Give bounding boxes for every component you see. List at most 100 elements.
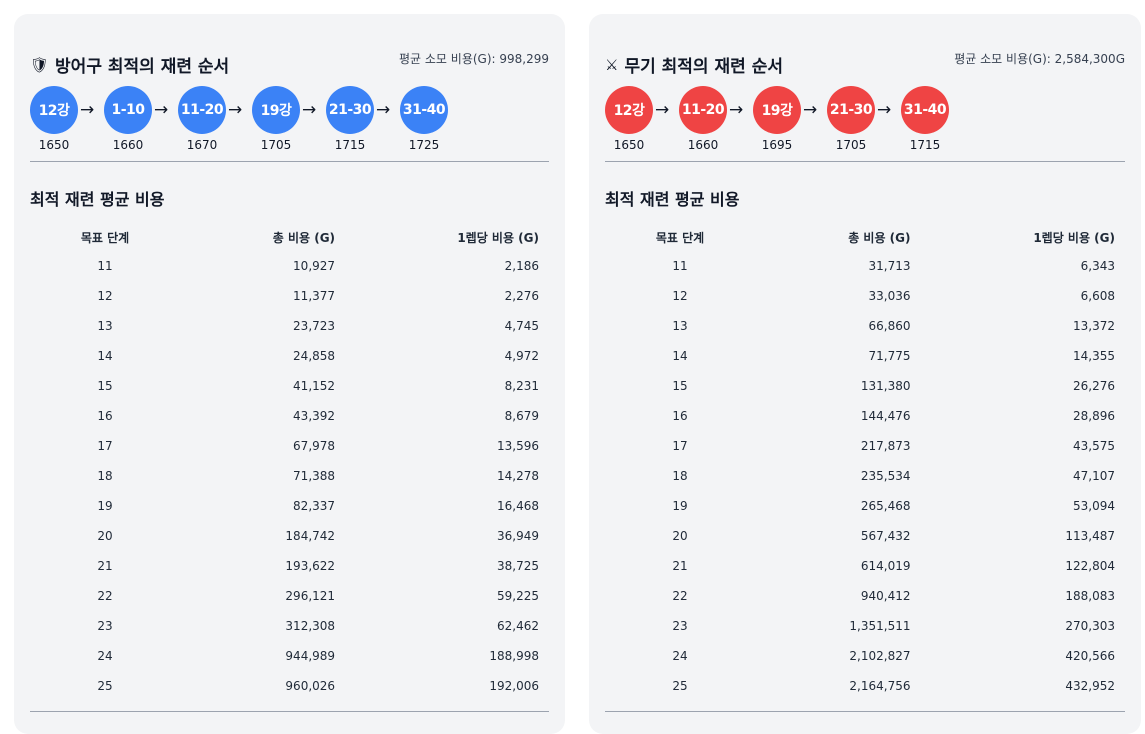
cell-per-level: 59,225 bbox=[497, 589, 539, 603]
cell-total: 144,476 bbox=[860, 409, 911, 423]
cell-per-level: 16,468 bbox=[497, 499, 539, 513]
cell-target: 12 bbox=[97, 289, 113, 303]
table-row: 20 567,432 113,487 bbox=[605, 521, 1125, 551]
cell-per-level: 8,679 bbox=[504, 409, 539, 423]
sequence-step: 12강 1650 bbox=[30, 86, 78, 152]
weapon-title-text: 무기 최적의 재련 순서 bbox=[624, 57, 783, 77]
step-level: 1650 bbox=[38, 138, 70, 152]
cell-total: 235,534 bbox=[860, 469, 911, 483]
cell-target: 16 bbox=[672, 409, 688, 423]
weapon-table-title: 최적 재련 평균 비용 bbox=[605, 190, 740, 209]
cell-total: 614,019 bbox=[860, 559, 911, 573]
armor-panel: 🛡︎ 방어구 최적의 재련 순서 평균 소모 비용(G): 998,299 12… bbox=[14, 14, 565, 734]
divider bbox=[30, 711, 549, 712]
table-header-row: 목표 단계 총 비용 (G) 1렙당 비용 (G) bbox=[30, 228, 549, 249]
cell-target: 23 bbox=[672, 619, 688, 633]
table-row: 12 11,377 2,276 bbox=[30, 281, 549, 311]
cell-target: 17 bbox=[672, 439, 688, 453]
cell-total: 960,026 bbox=[285, 679, 336, 693]
step-badge: 19강 bbox=[753, 86, 801, 134]
cell-target: 20 bbox=[97, 529, 113, 543]
cell-target: 23 bbox=[97, 619, 113, 633]
table-row: 17 67,978 13,596 bbox=[30, 431, 549, 461]
cell-target: 22 bbox=[97, 589, 113, 603]
sequence-step: 11-20 1660 bbox=[679, 86, 727, 152]
weapon-title: ⚔︎ 무기 최적의 재련 순서 bbox=[605, 52, 783, 78]
cell-target: 25 bbox=[97, 679, 113, 693]
arrow-right-icon: → bbox=[877, 100, 892, 120]
step-badge: 12강 bbox=[30, 86, 78, 134]
table-row: 14 71,775 14,355 bbox=[605, 341, 1125, 371]
cell-total: 67,978 bbox=[293, 439, 336, 453]
table-row: 18 71,388 14,278 bbox=[30, 461, 549, 491]
arrow-right-icon: → bbox=[376, 100, 391, 120]
armor-title: 🛡︎ 방어구 최적의 재련 순서 bbox=[30, 52, 229, 78]
arrow-right-icon: → bbox=[154, 100, 169, 120]
cell-per-level: 192,006 bbox=[489, 679, 539, 693]
cell-total: 296,121 bbox=[285, 589, 336, 603]
sequence-step: 21-30 1715 bbox=[326, 86, 374, 152]
divider bbox=[605, 711, 1125, 712]
cell-total: 43,392 bbox=[293, 409, 336, 423]
step-badge: 19강 bbox=[252, 86, 300, 134]
column-header-per-level: 1렙당 비용 (G) bbox=[457, 230, 539, 245]
table-row: 16 144,476 28,896 bbox=[605, 401, 1125, 431]
cell-target: 18 bbox=[672, 469, 688, 483]
table-row: 24 2,102,827 420,566 bbox=[605, 641, 1125, 671]
table-row: 15 131,380 26,276 bbox=[605, 371, 1125, 401]
cell-per-level: 36,949 bbox=[497, 529, 539, 543]
weapon-average-cost: 평균 소모 비용(G): 2,584,300G bbox=[954, 52, 1125, 66]
cell-per-level: 122,804 bbox=[1065, 559, 1115, 573]
cell-per-level: 4,972 bbox=[504, 349, 539, 363]
cell-target: 11 bbox=[97, 259, 113, 273]
step-level: 1715 bbox=[334, 138, 366, 152]
cell-target: 21 bbox=[672, 559, 688, 573]
table-row: 16 43,392 8,679 bbox=[30, 401, 549, 431]
table-row: 22 940,412 188,083 bbox=[605, 581, 1125, 611]
cell-total: 265,468 bbox=[860, 499, 911, 513]
table-row: 14 24,858 4,972 bbox=[30, 341, 549, 371]
cell-total: 10,927 bbox=[293, 259, 336, 273]
cell-total: 82,337 bbox=[293, 499, 336, 513]
cell-target: 21 bbox=[97, 559, 113, 573]
cell-per-level: 6,608 bbox=[1080, 289, 1115, 303]
arrow-right-icon: → bbox=[803, 100, 818, 120]
column-header-target: 목표 단계 bbox=[655, 230, 705, 245]
cell-total: 41,152 bbox=[293, 379, 336, 393]
cell-total: 24,858 bbox=[293, 349, 336, 363]
cell-target: 15 bbox=[672, 379, 688, 393]
table-row: 21 614,019 122,804 bbox=[605, 551, 1125, 581]
cell-per-level: 113,487 bbox=[1065, 529, 1115, 543]
step-badge: 31-40 bbox=[901, 86, 949, 134]
step-level: 1660 bbox=[112, 138, 144, 152]
cell-target: 19 bbox=[672, 499, 688, 513]
step-badge: 31-40 bbox=[400, 86, 448, 134]
arrow-right-icon: → bbox=[302, 100, 317, 120]
cell-target: 11 bbox=[672, 259, 688, 273]
table-row: 22 296,121 59,225 bbox=[30, 581, 549, 611]
cell-target: 13 bbox=[97, 319, 113, 333]
cell-target: 16 bbox=[97, 409, 113, 423]
cell-total: 23,723 bbox=[293, 319, 336, 333]
table-row: 18 235,534 47,107 bbox=[605, 461, 1125, 491]
table-row: 19 82,337 16,468 bbox=[30, 491, 549, 521]
arrow-right-icon: → bbox=[80, 100, 95, 120]
step-level: 1660 bbox=[687, 138, 719, 152]
cell-per-level: 28,896 bbox=[1073, 409, 1115, 423]
sequence-step: 1-10 1660 bbox=[104, 86, 152, 152]
table-row: 25 2,164,756 432,952 bbox=[605, 671, 1125, 701]
cell-per-level: 26,276 bbox=[1073, 379, 1115, 393]
cell-total: 66,860 bbox=[868, 319, 911, 333]
step-badge: 12강 bbox=[605, 86, 653, 134]
table-row: 20 184,742 36,949 bbox=[30, 521, 549, 551]
cell-target: 14 bbox=[672, 349, 688, 363]
cell-per-level: 14,355 bbox=[1073, 349, 1115, 363]
cell-per-level: 188,998 bbox=[489, 649, 539, 663]
step-level: 1715 bbox=[909, 138, 941, 152]
cell-per-level: 38,725 bbox=[497, 559, 539, 573]
cell-target: 22 bbox=[672, 589, 688, 603]
step-badge: 11-20 bbox=[679, 86, 727, 134]
sequence-step: 19강 1695 bbox=[753, 86, 801, 152]
sequence-step: 21-30 1705 bbox=[827, 86, 875, 152]
divider bbox=[605, 161, 1125, 162]
